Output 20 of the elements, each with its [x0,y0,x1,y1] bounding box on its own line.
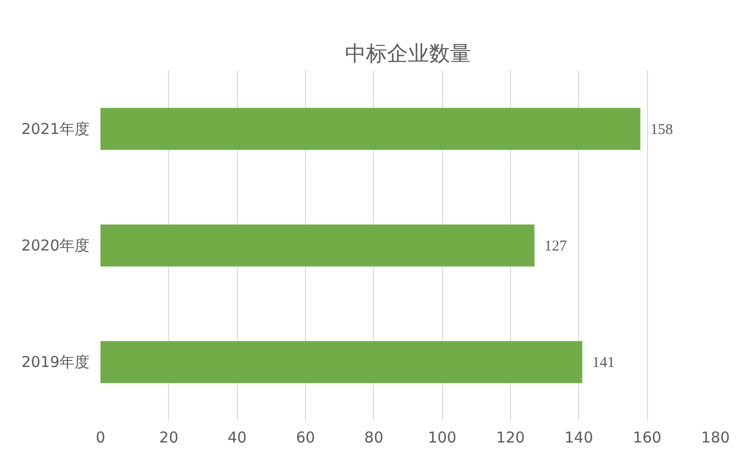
data-label: 141 [592,355,615,372]
x-tick-label: 60 [296,428,316,446]
x-tick-label: 20 [159,428,178,446]
x-tick-label: 140 [564,428,594,446]
x-tick-label: 0 [96,428,106,446]
data-label: 127 [544,238,568,254]
chart-title: 中标企业数量 [345,42,471,66]
data-label: 158 [650,122,673,138]
x-tick-label: 100 [428,428,456,446]
x-tick-label: 80 [364,428,384,446]
y-tick-label: 2020年度 [21,236,90,254]
bar [100,224,534,266]
x-tick-label: 180 [701,428,730,446]
y-tick-label: 2019年度 [21,353,90,372]
x-tick-label: 120 [496,428,525,446]
bar [100,108,640,150]
x-tick-label: 160 [632,428,662,446]
bar [100,341,582,384]
y-tick-label: 2021年度 [21,120,90,138]
x-tick-label: 40 [228,428,247,446]
